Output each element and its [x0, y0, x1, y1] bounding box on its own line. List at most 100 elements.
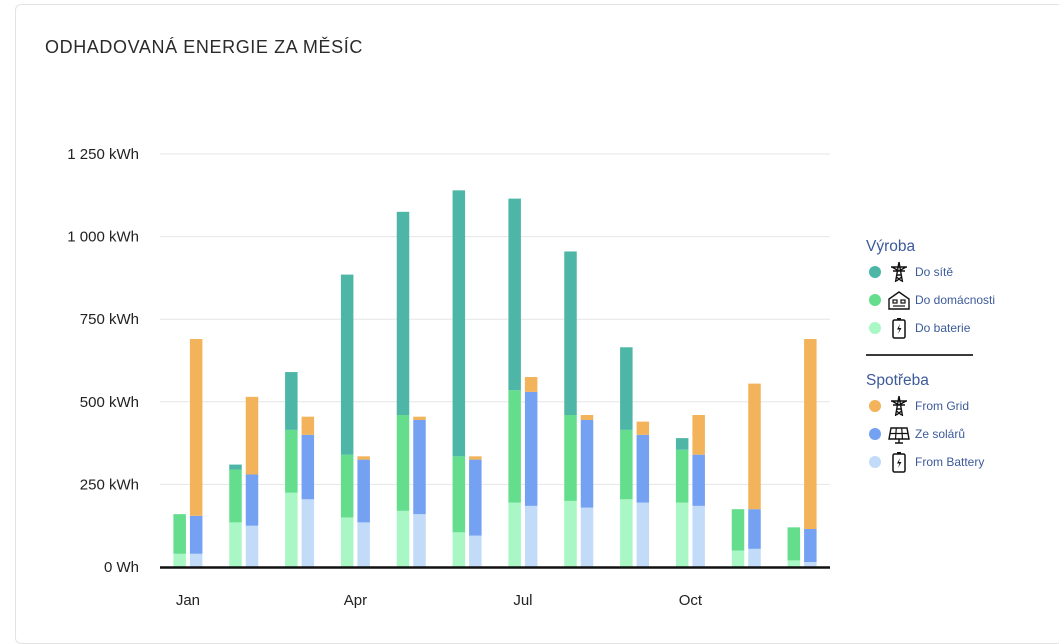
- solar-panel-icon: [887, 422, 911, 446]
- bar-production-jun: [452, 190, 466, 457]
- bar-production-apr: [340, 274, 354, 455]
- bar-consumption-feb: [245, 525, 259, 567]
- bar-production-nov: [731, 509, 745, 551]
- bar-consumption-aug: [580, 507, 594, 567]
- bar-production-aug: [564, 500, 577, 567]
- legend-swatch: [869, 266, 881, 278]
- legend-swatch: [869, 294, 881, 306]
- bar-production-may: [396, 415, 410, 511]
- bar-consumption-apr: [357, 522, 370, 567]
- bar-consumption-jun: [469, 535, 482, 567]
- bar-consumption-may: [413, 514, 426, 567]
- bar-consumption-dec: [804, 339, 817, 530]
- bar-consumption-jan: [189, 515, 203, 554]
- legend-label: Do baterie: [915, 321, 971, 335]
- x-tick-label: Jul: [513, 592, 532, 609]
- legend-item[interactable]: From Grid: [866, 392, 1046, 420]
- y-tick-label: 250 kWh: [80, 476, 139, 493]
- bar-consumption-nov: [748, 548, 761, 567]
- bar-production-feb: [229, 522, 242, 567]
- legend-swatch: [869, 428, 881, 440]
- bar-consumption-jan: [189, 553, 203, 567]
- power-tower-icon: [887, 260, 911, 284]
- bar-consumption-oct: [692, 454, 705, 506]
- bar-production-aug: [564, 251, 577, 416]
- bar-production-may: [396, 211, 410, 416]
- bar-consumption-jan: [189, 339, 203, 516]
- home-icon: [887, 288, 911, 312]
- bar-production-mar: [285, 492, 298, 567]
- legend-consumption-items: From Grid Ze solárů From Battery: [866, 392, 1046, 476]
- battery-icon: [887, 450, 911, 474]
- bar-production-sep: [620, 347, 633, 430]
- bar-consumption-mar: [301, 416, 315, 435]
- bar-production-aug: [564, 415, 577, 501]
- bar-consumption-jun: [469, 459, 482, 536]
- bar-consumption-mar: [301, 434, 315, 500]
- legend-swatch: [869, 456, 881, 468]
- legend-swatch: [869, 400, 881, 412]
- legend-label: Do sítě: [915, 265, 954, 279]
- bar-production-jan: [173, 553, 186, 567]
- bar-production-oct: [675, 438, 689, 450]
- y-tick-label: 1 000 kWh: [67, 229, 139, 246]
- y-tick-label: 1 250 kWh: [67, 146, 139, 163]
- bar-consumption-sep: [636, 502, 650, 567]
- bar-production-feb: [229, 469, 242, 523]
- bar-production-jun: [452, 532, 466, 567]
- bar-consumption-nov: [748, 509, 761, 549]
- bar-consumption-may: [413, 416, 426, 420]
- legend-production-title: Výroba: [866, 238, 916, 255]
- legend-label: Do domácnosti: [915, 293, 996, 307]
- legend-item[interactable]: Do baterie: [866, 314, 1046, 342]
- y-tick-label: 500 kWh: [80, 394, 139, 411]
- bar-production-may: [396, 510, 410, 567]
- bar-chart: 0 Wh 250 kWh 500 kWh 750 kWh 1 000 kWh 1 250 …: [67, 146, 830, 609]
- bar-production-mar: [285, 372, 298, 430]
- legend-consumption-title: Spotřeba: [866, 372, 929, 389]
- legend-label: From Grid: [915, 399, 969, 413]
- bar-consumption-apr: [357, 459, 370, 523]
- legend-divider: [866, 354, 973, 356]
- bar-consumption-feb: [245, 396, 259, 475]
- legend-swatch: [869, 322, 881, 334]
- legend-item[interactable]: Do domácnosti: [866, 286, 1046, 314]
- bar-consumption-mar: [301, 499, 315, 567]
- bar-consumption-sep: [636, 421, 650, 435]
- y-tick-label: 750 kWh: [80, 311, 139, 328]
- bar-consumption-oct: [692, 415, 705, 455]
- bar-production-sep: [620, 429, 633, 500]
- bar-consumption-dec: [804, 562, 817, 567]
- legend-label: Ze solárů: [915, 427, 966, 441]
- bar-production-jan: [173, 514, 186, 554]
- bar-production-sep: [620, 499, 633, 567]
- bar-consumption-aug: [580, 419, 594, 508]
- bar-production-apr: [340, 517, 354, 567]
- chart-title: ODHADOVANÁ ENERGIE ZA MĚSÍC: [45, 37, 363, 57]
- bar-consumption-feb: [245, 474, 259, 526]
- bar-consumption-nov: [748, 383, 761, 510]
- legend-item[interactable]: Do sítě: [866, 258, 1046, 286]
- bar-production-dec: [787, 527, 801, 561]
- bar-consumption-jul: [524, 391, 538, 506]
- bar-production-oct: [675, 449, 689, 503]
- bar-consumption-aug: [580, 415, 594, 420]
- bar-production-mar: [285, 429, 298, 493]
- bar-consumption-apr: [357, 456, 370, 460]
- bar-production-jul: [508, 390, 521, 503]
- bar-consumption-oct: [692, 505, 705, 567]
- bar-production-jul: [508, 198, 521, 391]
- power-tower-icon: [887, 394, 911, 418]
- bar-consumption-dec: [804, 529, 817, 563]
- bar-production-nov: [731, 550, 745, 567]
- x-tick-label: Jan: [176, 592, 200, 609]
- legend: Výroba Do sítě Do domácnosti Do baterie Sp…: [866, 238, 1046, 476]
- bar-production-jul: [508, 502, 521, 567]
- legend-item[interactable]: From Battery: [866, 448, 1046, 476]
- legend-item[interactable]: Ze solárů: [866, 420, 1046, 448]
- x-tick-label: Oct: [679, 592, 703, 609]
- legend-label: From Battery: [915, 455, 985, 469]
- bar-production-dec: [787, 560, 801, 567]
- x-tick-label: Apr: [344, 592, 367, 609]
- bar-consumption-sep: [636, 434, 650, 503]
